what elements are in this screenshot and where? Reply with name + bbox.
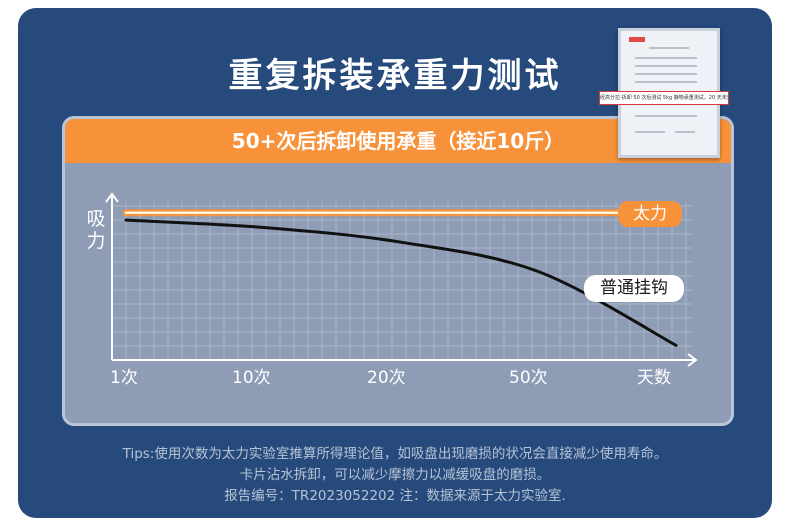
report-line [635, 73, 697, 75]
x-axis-arrow [687, 353, 698, 367]
report-line [635, 57, 697, 59]
report-highlight: 经高分拉-拆卸 50 次后测试 5kg 静物承重测试，20 天未见脱落。 [599, 91, 729, 105]
legend-label-taili: 太力 [618, 201, 682, 227]
tips-line-3: 报告编号：TR2023052202 注：数据来源于太力实验室. [224, 488, 566, 504]
page-title: 重复拆装承重力测试 [228, 56, 562, 96]
x-tick-label: 50次 [509, 368, 548, 388]
x-tick-label: 天数 [637, 368, 671, 388]
x-tick-label: 10次 [232, 368, 271, 388]
tips-line-2: 卡片沾水拆卸，可以减少摩擦力以减缓吸盘的磨损。 [239, 467, 551, 483]
tips-line-1: Tips:使用次数为太力实验室推算所得理论值，如吸盘出现磨损的状况会直接减少使用… [122, 446, 668, 462]
y-axis-arrow [105, 192, 119, 203]
x-tick-label: 20次 [367, 368, 406, 388]
report-line [675, 131, 695, 133]
legend-label-normal-hook: 普通挂钩 [584, 275, 684, 302]
y-axis-label: 吸力 [86, 208, 106, 252]
report-line [635, 115, 697, 117]
test-report-thumbnail: 经高分拉-拆卸 50 次后测试 5kg 静物承重测试，20 天未见脱落。 [599, 28, 729, 158]
x-tick-label: 1次 [110, 368, 138, 388]
report-line [635, 131, 665, 133]
report-logo [629, 37, 645, 42]
report-line [649, 47, 689, 49]
report-line [635, 65, 697, 67]
report-line [635, 81, 697, 83]
